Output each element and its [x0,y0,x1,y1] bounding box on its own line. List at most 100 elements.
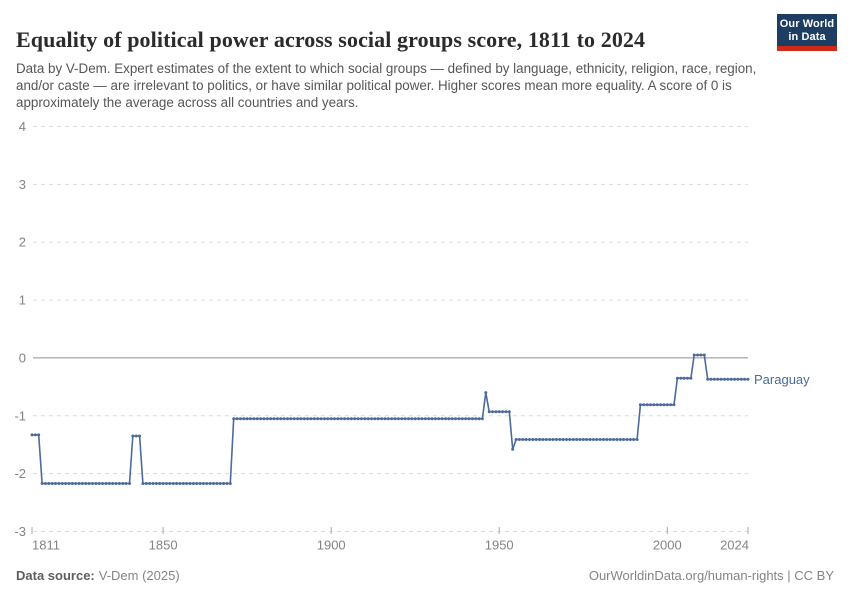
data-point [218,482,222,485]
data-point [178,482,182,485]
data-point [74,482,78,485]
data-point [517,438,521,441]
data-point [255,417,259,421]
data-point [618,438,622,441]
data-point [413,417,417,421]
data-point [417,417,421,421]
data-point [319,417,323,421]
data-point [292,417,296,421]
data-source-label: Data source: [16,568,95,583]
data-point [272,417,276,421]
chart-footer: Data source: V-Dem (2025) OurWorldinData.… [16,568,834,583]
data-point [655,403,659,407]
data-point [97,482,101,485]
data-point [575,438,579,441]
data-point [723,377,726,381]
data-point [689,376,693,380]
data-point [692,353,696,357]
data-point [628,438,632,441]
data-point [117,482,121,485]
data-point [265,417,269,421]
data-point [70,482,74,485]
data-point [323,417,326,421]
entity-label[interactable]: Paraguay [754,372,810,387]
y-axis-label: 2 [19,235,26,250]
data-source-value: V-Dem (2025) [98,568,180,583]
data-point [534,438,538,441]
data-point [739,377,743,381]
data-point [497,410,501,414]
data-point [716,377,720,381]
data-point [33,433,37,437]
data-point [568,438,572,441]
data-point [245,417,249,421]
data-point [299,417,303,421]
data-point [457,417,461,421]
data-point [719,377,723,381]
data-point [433,417,437,421]
data-point [447,417,451,421]
data-point [370,417,373,421]
data-point [682,376,686,380]
data-point [702,353,706,357]
data-point [168,482,172,485]
y-axis-label: 1 [19,293,26,308]
data-point [238,417,242,421]
data-point [407,417,410,421]
data-point [252,417,256,421]
data-point [561,438,565,441]
data-point [504,410,508,414]
data-point [181,482,185,485]
data-point [635,438,639,441]
x-axis-label: 1900 [317,538,346,553]
data-point [296,417,300,421]
data-point [40,482,44,485]
data-point [444,417,447,421]
data-point [491,410,494,414]
data-point [652,403,656,407]
data-point [558,438,562,441]
owid-credit-link[interactable]: OurWorldinData.org/human-rights | CC BY [588,568,834,583]
data-point [50,482,54,485]
x-axis-label: 1811 [32,538,60,553]
data-point [625,438,629,441]
data-point [91,482,94,485]
series-line-paraguay[interactable] [32,354,748,485]
data-point [591,438,595,441]
data-point [124,482,128,485]
owid-logo-red-bar [777,46,837,51]
data-point [144,482,148,485]
data-point [410,417,414,421]
data-point [336,417,340,421]
data-point [511,447,515,451]
y-axis-label: 0 [19,350,26,365]
owid-logo[interactable]: Our World in Data [777,14,837,51]
data-point [188,482,192,485]
data-point [541,438,545,441]
data-point [645,403,649,407]
data-point [326,417,330,421]
data-point [487,410,491,414]
data-point [333,417,336,421]
data-point [470,417,474,421]
data-point [201,482,205,485]
data-point [400,417,404,421]
page-title: Equality of political power across socia… [16,26,646,52]
data-point [588,438,592,441]
data-point [316,417,320,421]
data-point [262,417,266,421]
data-point [662,403,666,407]
data-point [349,417,353,421]
data-point [733,377,737,381]
data-point [743,377,747,381]
data-point [289,417,293,421]
data-point [131,434,135,438]
data-point [403,417,407,421]
data-point [454,417,457,421]
data-point [60,482,64,485]
data-point [111,482,115,485]
data-point [622,438,626,441]
data-point [141,482,145,485]
y-axis-label: -2 [14,466,26,481]
